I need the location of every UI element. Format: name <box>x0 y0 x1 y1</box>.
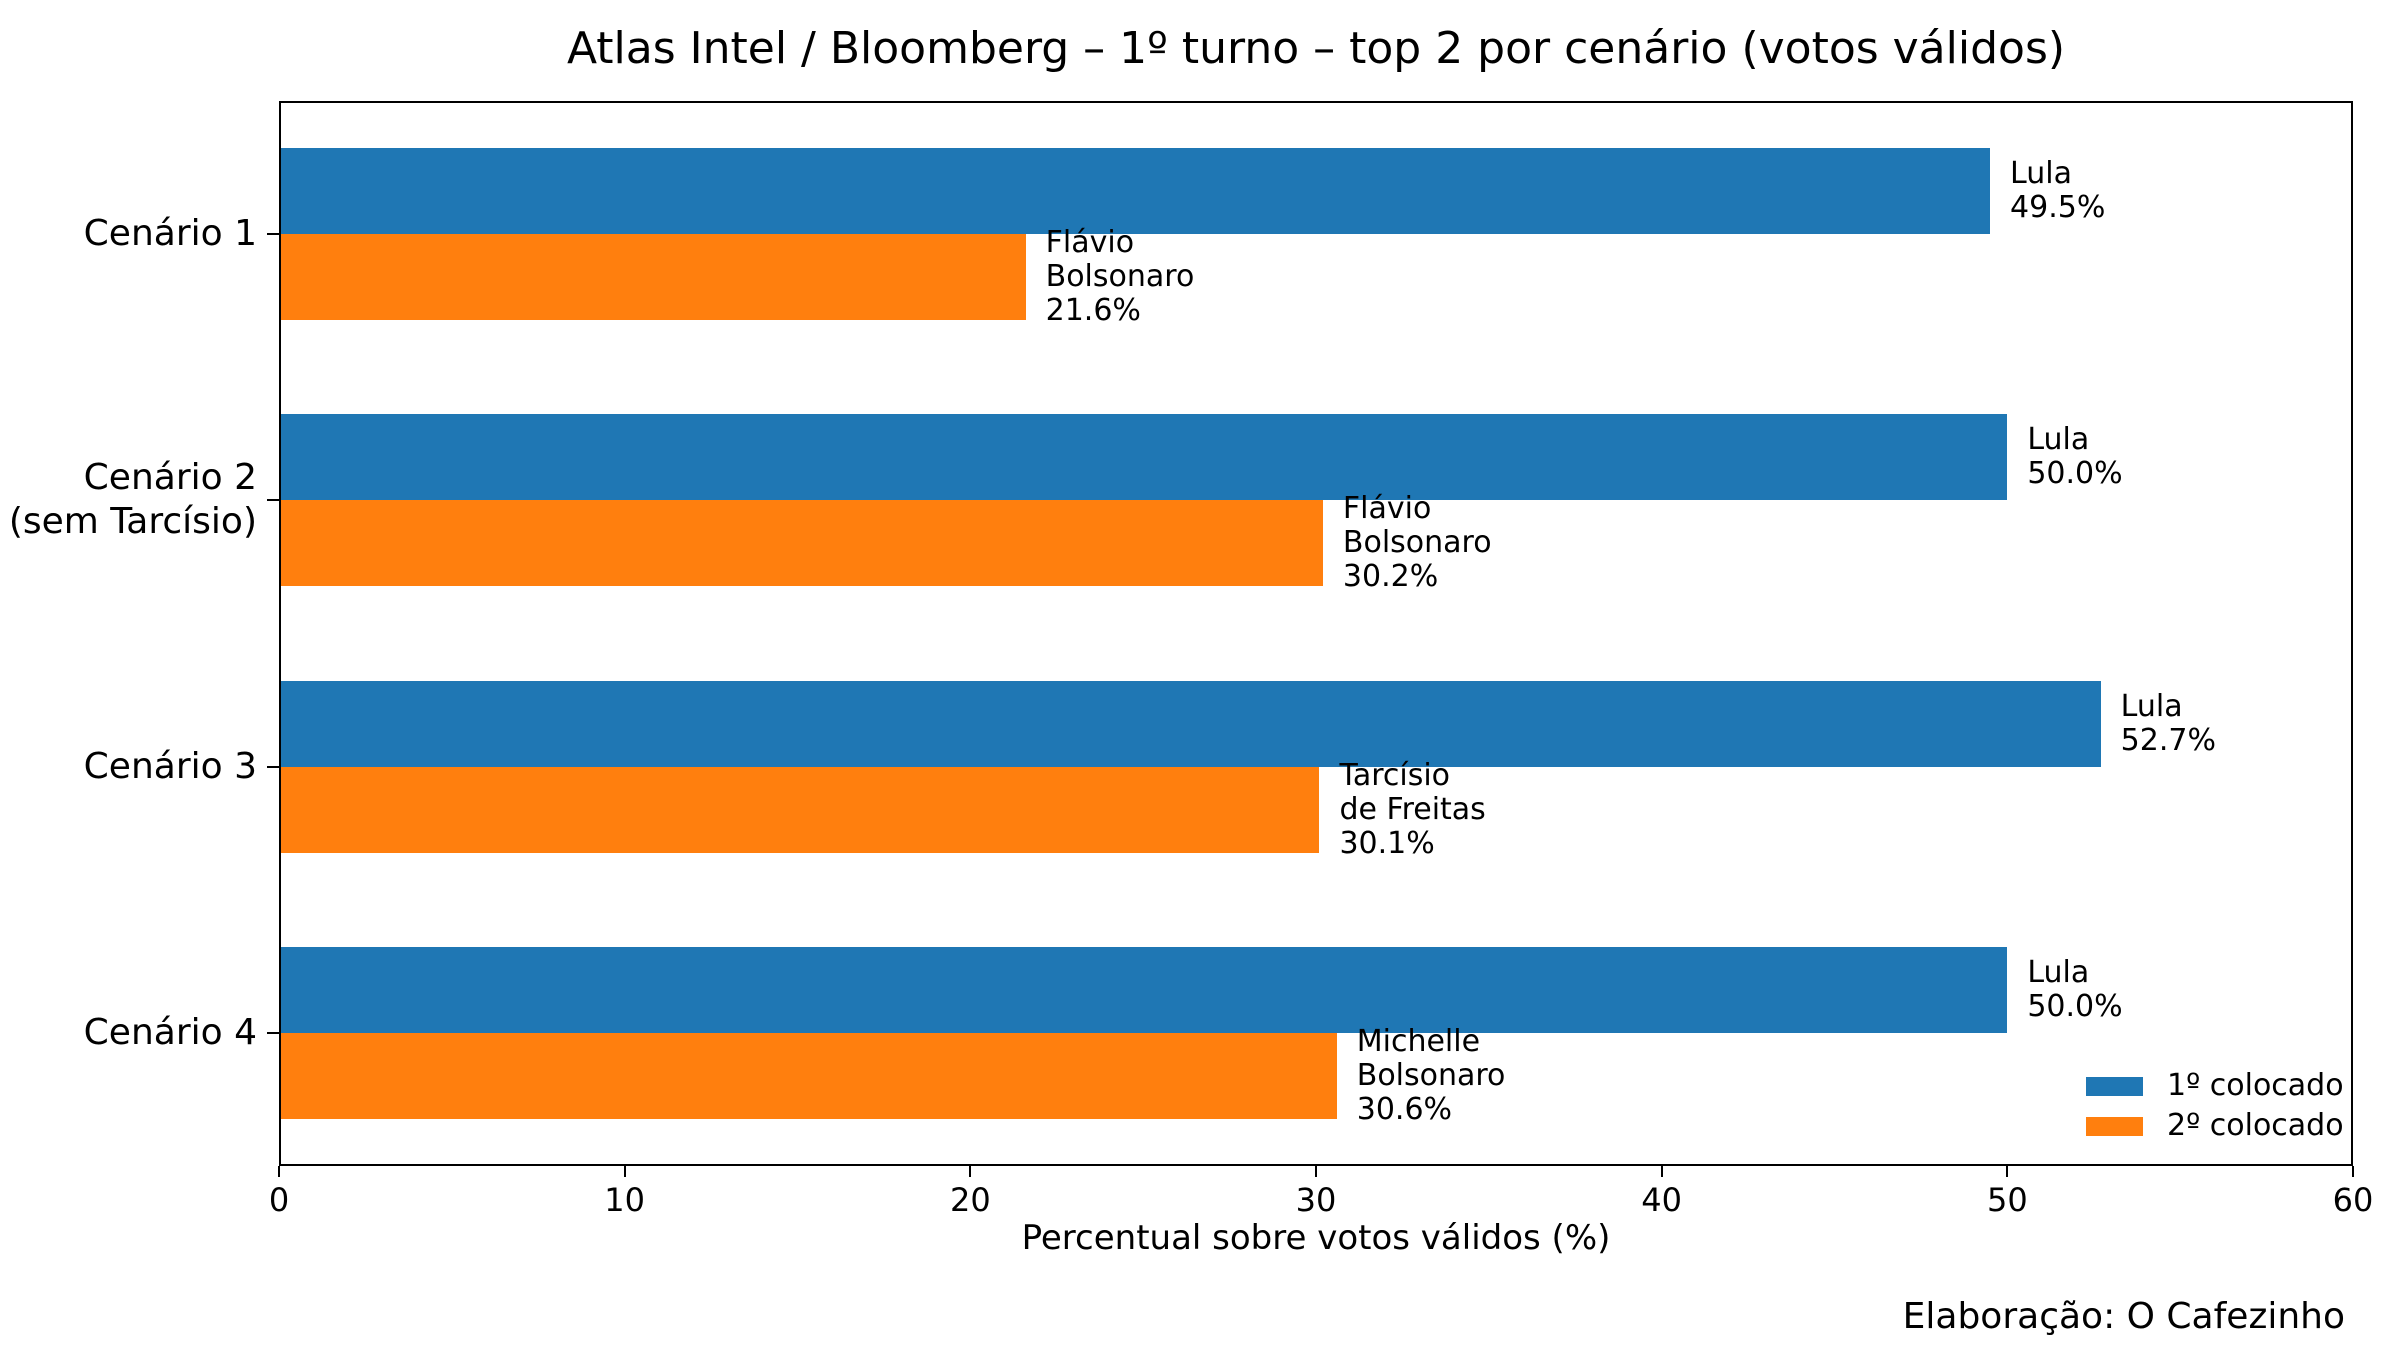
bar-label-first-cenario-4: Lula 50.0% <box>2027 954 2123 1024</box>
chart-title: Atlas Intel / Bloomberg – 1º turno – top… <box>566 23 2066 74</box>
bar-label-second-cenario-2-line: 30.2% <box>1342 559 1439 595</box>
legend-item-second-place: 2º colocado <box>2086 1106 2344 1146</box>
legend-swatch-second-place <box>2086 1116 2143 1136</box>
bar-label-second-cenario-4-line: Bolsonaro <box>1356 1057 1506 1093</box>
bar-label-first-cenario-2-line: 50.0% <box>2027 456 2123 492</box>
bar-label-second-cenario-4-line: 30.6% <box>1356 1091 1453 1127</box>
bar-second-cenario-2 <box>279 500 1323 587</box>
bar-label-second-cenario-4: Michelle Bolsonaro 30.6% <box>1356 1023 1506 1127</box>
bar-label-second-cenario-3-line: 30.1% <box>1339 825 1435 861</box>
x-tick-label-30: 30 <box>1266 1182 1366 1218</box>
bar-second-cenario-1 <box>279 234 1026 321</box>
bar-label-first-cenario-1-line: Lula <box>2010 156 2072 192</box>
bar-first-cenario-4 <box>279 946 2008 1033</box>
bar-label-second-cenario-1-line: Flávio <box>1045 225 1135 261</box>
x-tick-50 <box>2006 1166 2009 1177</box>
bar-label-first-cenario-2: Lula 50.0% <box>2027 423 2122 491</box>
x-tick-label-40-line: 40 <box>1641 1181 1683 1219</box>
bar-label-first-cenario-1-line: 49.5% <box>2010 190 2106 226</box>
bar-label-second-cenario-2-line: Bolsonaro <box>1342 525 1492 561</box>
bar-second-cenario-3 <box>279 766 1320 853</box>
bar-label-second-cenario-1-line: Bolsonaro <box>1045 259 1195 295</box>
x-tick-label-0: 0 <box>229 1182 329 1218</box>
bar-label-first-cenario-3-line: 52.7% <box>2120 722 2216 758</box>
category-label-cenario-1: Cenário 1 <box>0 212 257 256</box>
x-tick-label-30-line: 30 <box>1295 1181 1337 1219</box>
x-tick-0 <box>278 1166 280 1177</box>
bar-second-cenario-4 <box>279 1032 1337 1119</box>
y-tick-cenario-4 <box>267 1031 279 1034</box>
bar-label-second-cenario-2: Flávio Bolsonaro 30.2% <box>1343 492 1492 594</box>
x-tick-30 <box>1315 1166 1317 1177</box>
bar-label-first-cenario-3-line: Lula <box>2120 688 2183 724</box>
x-tick-label-20-line: 20 <box>949 1181 991 1219</box>
bar-label-second-cenario-1: Flávio Bolsonaro 21.6% <box>1046 226 1195 328</box>
y-tick-cenario-1 <box>267 233 279 236</box>
x-tick-60 <box>2352 1166 2354 1177</box>
x-tick-label-60: 60 <box>2303 1182 2400 1218</box>
bar-first-cenario-3 <box>279 680 2101 767</box>
bar-label-second-cenario-3-line: de Freitas <box>1339 791 1486 827</box>
y-tick-cenario-3 <box>267 765 279 768</box>
bar-label-second-cenario-1-line: 21.6% <box>1045 293 1141 329</box>
category-label-cenario-3: Cenário 3 <box>0 745 257 789</box>
x-tick-label-20: 20 <box>920 1182 1020 1218</box>
x-tick-label-50-line: 50 <box>1986 1181 2028 1219</box>
bar-label-first-cenario-2-line: Lula <box>2027 422 2090 458</box>
legend-swatch-first-place <box>2086 1076 2143 1096</box>
bar-label-first-cenario-4-line: Lula <box>2027 954 2090 990</box>
category-label-cenario-3-line: Cenário 3 <box>83 745 257 787</box>
x-tick-label-60-line: 60 <box>2332 1181 2374 1219</box>
legend: 1º colocado 2º colocado <box>2086 1066 2344 1146</box>
y-tick-cenario-2 <box>267 499 279 502</box>
bar-label-first-cenario-3: Lula 52.7% <box>2120 688 2216 758</box>
category-label-cenario-2-line: (sem Tarcísio) <box>8 501 257 543</box>
legend-label-first-place: 1º colocado <box>2167 1068 2344 1103</box>
bar-first-cenario-2 <box>279 414 2008 501</box>
x-tick-10 <box>623 1166 626 1177</box>
x-tick-20 <box>969 1166 972 1177</box>
bar-label-second-cenario-3-line: Tarcísio <box>1339 757 1451 793</box>
footer-credit: Elaboração: O Cafezinho <box>1902 1296 2345 1337</box>
category-label-cenario-2: Cenário 2 (sem Tarcísio) <box>0 456 257 544</box>
x-tick-label-0-line: 0 <box>268 1181 290 1219</box>
bar-label-second-cenario-4-line: Michelle <box>1356 1023 1481 1059</box>
legend-label-second-place: 2º colocado <box>2167 1108 2344 1143</box>
legend-item-first-place: 1º colocado <box>2086 1066 2344 1106</box>
bar-label-second-cenario-3: Tarcísio de Freitas 30.1% <box>1339 757 1486 861</box>
x-tick-label-50: 50 <box>1957 1182 2057 1218</box>
bar-label-second-cenario-2-line: Flávio <box>1342 491 1432 527</box>
x-tick-label-10-line: 10 <box>604 1181 646 1219</box>
category-label-cenario-4-line: Cenário 4 <box>83 1011 257 1053</box>
x-tick-label-40: 40 <box>1612 1182 1712 1218</box>
x-tick-40 <box>1660 1166 1663 1177</box>
x-tick-label-10: 10 <box>575 1182 675 1218</box>
category-label-cenario-4: Cenário 4 <box>0 1011 257 1055</box>
x-axis-label: Percentual sobre votos válidos (%) <box>1021 1218 1611 1258</box>
category-label-cenario-2-line: Cenário 2 <box>83 457 257 499</box>
category-label-cenario-1-line: Cenário 1 <box>83 213 257 255</box>
bar-label-first-cenario-1: Lula 49.5% <box>2010 157 2105 225</box>
bar-first-cenario-1 <box>279 148 1991 235</box>
bar-label-first-cenario-4-line: 50.0% <box>2027 988 2123 1024</box>
